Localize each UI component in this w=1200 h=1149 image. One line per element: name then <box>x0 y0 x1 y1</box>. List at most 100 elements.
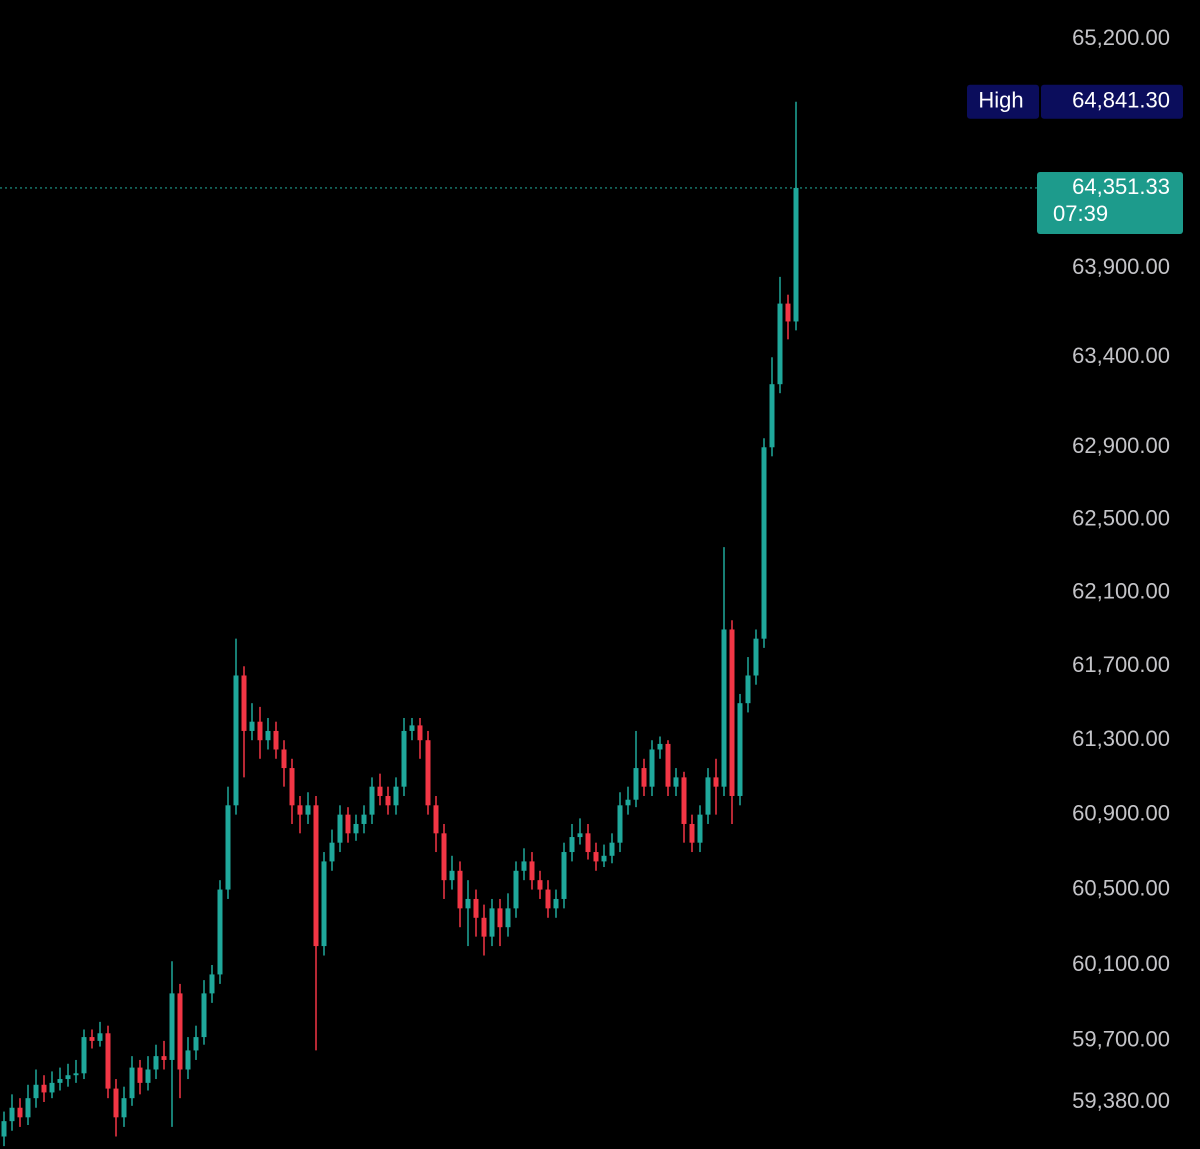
candle-body <box>225 805 231 890</box>
y-tick-label: 61,300.00 <box>1072 726 1170 751</box>
candle-body <box>737 703 743 796</box>
candle-body <box>297 805 303 815</box>
candle-body <box>465 898 471 909</box>
candle-body <box>713 777 719 787</box>
candle-body <box>729 629 735 796</box>
candle-body <box>345 814 351 834</box>
candle-body <box>145 1069 151 1083</box>
candle-body <box>657 743 663 750</box>
candle-body <box>401 730 407 787</box>
candle-body <box>81 1037 87 1074</box>
candle-body <box>177 993 183 1070</box>
high-name-box <box>967 84 1039 119</box>
high-value-box <box>1041 84 1183 119</box>
candle-body <box>601 855 607 862</box>
candle-body <box>745 675 751 704</box>
candle-body <box>17 1107 23 1118</box>
candle-body <box>697 814 703 843</box>
y-tick-label: 60,500.00 <box>1072 875 1170 900</box>
candle-body <box>281 749 287 769</box>
candle-body <box>785 303 791 322</box>
candle-body <box>89 1037 95 1041</box>
candle-body <box>393 786 399 806</box>
candle-body <box>321 861 327 947</box>
candle-body <box>313 805 319 947</box>
candle-body <box>633 768 639 800</box>
y-tick-label: 65,200.00 <box>1072 25 1170 50</box>
candle-body <box>305 805 311 815</box>
candle-body <box>481 917 487 937</box>
candle-body <box>201 993 207 1038</box>
candle-body <box>441 833 447 881</box>
y-tick-label: 63,400.00 <box>1072 343 1170 368</box>
candle-body <box>457 870 463 909</box>
candle-body <box>417 725 423 741</box>
candle-body <box>673 777 679 787</box>
candle-body <box>545 889 551 909</box>
candle-body <box>185 1050 191 1070</box>
y-tick-label: 60,900.00 <box>1072 800 1170 825</box>
y-tick-label: 62,100.00 <box>1072 579 1170 604</box>
candle-body <box>161 1056 167 1060</box>
candle-body <box>41 1084 47 1093</box>
candle-body <box>593 852 599 862</box>
candle-body <box>361 814 367 824</box>
candle-body <box>505 908 511 928</box>
last-price-box <box>1037 171 1183 234</box>
countdown-label: 07:39 <box>1053 201 1108 226</box>
candle-body <box>793 187 799 322</box>
candle-body <box>113 1088 119 1118</box>
candle-body <box>561 852 567 899</box>
candle-body <box>521 861 527 871</box>
candle-body <box>329 842 335 862</box>
candle-body <box>209 974 215 994</box>
y-tick-label: 59,380.00 <box>1072 1088 1170 1113</box>
candle-body <box>1 1121 7 1137</box>
candle-body <box>49 1082 55 1093</box>
y-tick-label: 62,500.00 <box>1072 506 1170 531</box>
candle-body <box>129 1067 135 1099</box>
candle-body <box>777 303 783 385</box>
y-tick-label: 62,900.00 <box>1072 433 1170 458</box>
candle-body <box>105 1033 111 1089</box>
candle-body <box>569 837 575 853</box>
candle-body <box>193 1037 199 1051</box>
candle-body <box>537 880 543 890</box>
y-tick-label: 60,100.00 <box>1072 951 1170 976</box>
candle-body <box>9 1107 15 1122</box>
candle-body <box>337 814 343 843</box>
candle-body <box>769 384 775 448</box>
candle-body <box>433 805 439 834</box>
candle-body <box>497 908 503 928</box>
candle-body <box>577 833 583 838</box>
candle-body <box>369 786 375 815</box>
candle-body <box>241 675 247 731</box>
candle-body <box>649 749 655 787</box>
candle-body <box>681 777 687 824</box>
candle-body <box>153 1056 159 1070</box>
candle-body <box>425 740 431 806</box>
candle-body <box>529 861 535 881</box>
y-tick-label: 61,700.00 <box>1072 652 1170 677</box>
candle-body <box>289 768 295 806</box>
candle-body <box>385 795 391 806</box>
candle-body <box>705 777 711 815</box>
candle-body <box>353 823 359 834</box>
last-price-label: 64,351.33 <box>1072 174 1170 199</box>
candle-body <box>57 1079 63 1083</box>
candle-body <box>249 721 255 731</box>
candle-body <box>265 730 271 741</box>
candle-body <box>377 786 383 796</box>
candle-body <box>97 1033 103 1041</box>
y-tick-label: 59,700.00 <box>1072 1027 1170 1052</box>
candle-body <box>553 898 559 909</box>
candle-body <box>585 833 591 853</box>
candle-body <box>473 898 479 918</box>
y-tick-label: 63,900.00 <box>1072 254 1170 279</box>
candle-body <box>33 1084 39 1099</box>
candle-body <box>409 725 415 731</box>
candle-body <box>217 889 223 975</box>
candle-body <box>753 638 759 676</box>
